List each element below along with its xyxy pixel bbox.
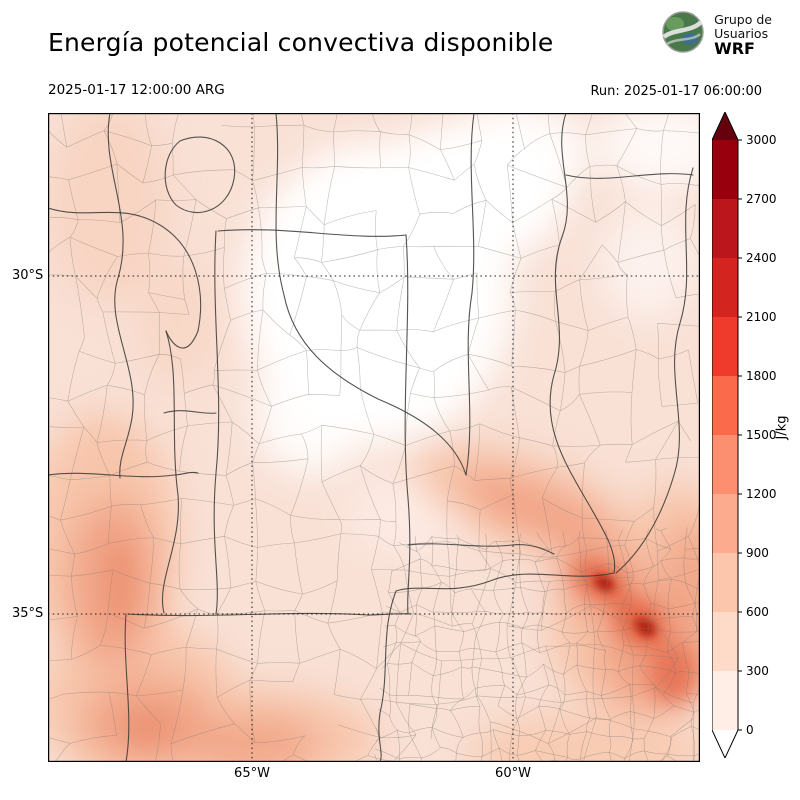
colorbar-tick-label: 3000 [746,133,777,147]
colorbar-tick-label: 1500 [746,428,777,442]
wrf-users-logo: Grupo de Usuarios WRF [659,8,772,60]
map-border [48,113,700,762]
logo-line-1: Grupo de [714,11,772,27]
colorbar [711,110,744,760]
cape-map [48,113,700,762]
lon-label-60w: 60°W [495,766,531,781]
logo-line-2: Usuarios [714,25,769,41]
lon-label-65w: 65°W [234,766,270,781]
lat-label-35s: 35°S [12,606,44,621]
page-title: Energía potencial convectiva disponible [48,28,554,57]
colorbar-canvas [711,110,742,760]
colorbar-tick-label: 2100 [746,310,777,324]
colorbar-tick-label: 600 [746,605,769,619]
globe-icon [659,8,707,60]
colorbar-tick-label: 2400 [746,251,777,265]
colorbar-tick-label: 2700 [746,192,777,206]
colorbar-tick-label: 0 [746,723,754,737]
logo-text: Grupo de Usuarios WRF [714,11,772,58]
colorbar-tick-label: 900 [746,546,769,560]
lat-label-30s: 30°S [12,268,44,283]
cape-shading [48,113,700,762]
map-canvas [48,113,700,762]
colorbar-tick-labels: 3000 2700 2400 2100 1800 1500 1200 900 600 300 0 [746,112,786,758]
dense-county-boundaries [374,527,700,762]
logo-line-3: WRF [714,38,755,58]
valid-time-label: 2025-01-17 12:00:00 ARG [48,82,225,98]
colorbar-tick-label: 1800 [746,369,777,383]
run-time-label: Run: 2025-01-17 06:00:00 [590,84,762,99]
colorbar-unit-label: J/kg [774,415,790,440]
colorbar-tick-label: 300 [746,664,769,678]
graticule [48,113,700,762]
colorbar-tick-label: 1200 [746,487,777,501]
department-boundaries [48,113,700,762]
